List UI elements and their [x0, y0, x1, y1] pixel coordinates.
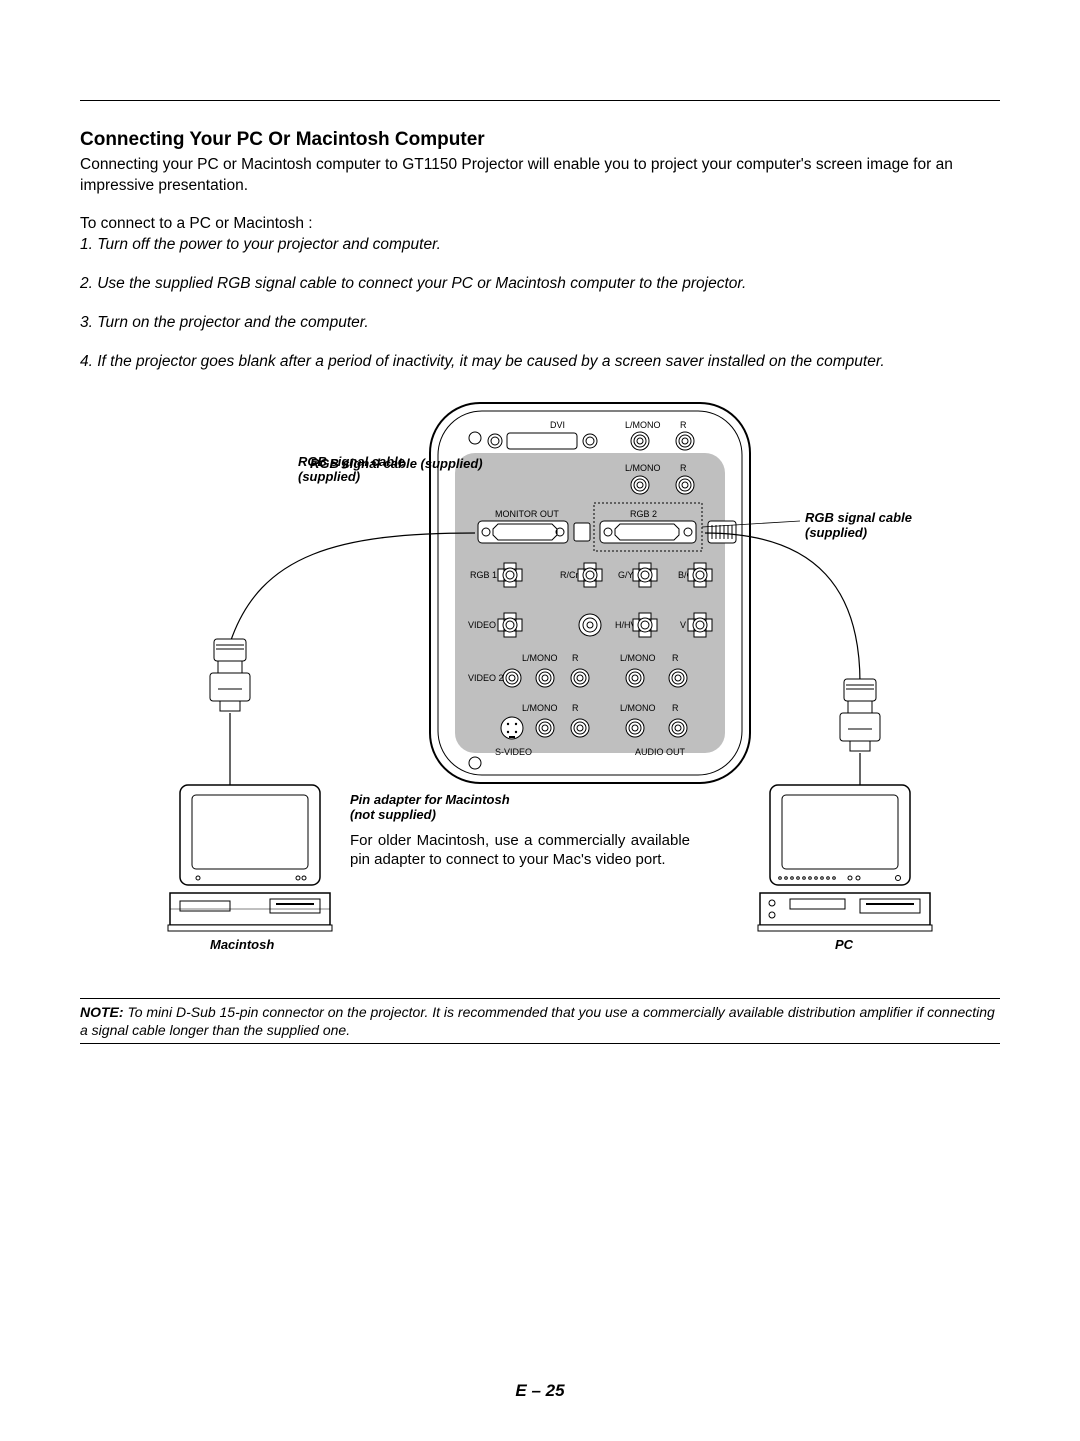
- label-dvi: DVI: [550, 420, 565, 430]
- svg-text:L/MONO: L/MONO: [620, 703, 656, 713]
- step-item: 1. Turn off the power to your projector …: [80, 235, 1000, 256]
- note-block: NOTE: To mini D-Sub 15-pin connector on …: [80, 998, 1000, 1044]
- label-rgb-cable-right: RGB signal cable(supplied): [805, 511, 955, 541]
- svg-text:G/Y: G/Y: [618, 570, 634, 580]
- label-rgb2: RGB 2: [630, 509, 657, 519]
- svg-text:R/Cr: R/Cr: [560, 570, 579, 580]
- label-pc: PC: [835, 937, 854, 952]
- svg-text:V: V: [680, 620, 686, 630]
- monitor-out-port: [478, 521, 568, 543]
- label-macintosh: Macintosh: [210, 937, 274, 952]
- lead-line: To connect to a PC or Macintosh :: [80, 215, 1000, 233]
- label-svideo: S-VIDEO: [495, 747, 532, 757]
- top-rule: [80, 100, 1000, 101]
- label-r: R: [680, 420, 687, 430]
- svg-text:R: R: [680, 463, 687, 473]
- label-monitor-out: MONITOR OUT: [495, 509, 559, 519]
- macintosh-computer-icon: [168, 785, 332, 931]
- svg-text:R: R: [672, 653, 679, 663]
- label-rgb-cable-left-wrap: RGB signal cable(supplied): [298, 455, 438, 485]
- svg-text:R: R: [672, 703, 679, 713]
- page-number: E – 25: [0, 1381, 1080, 1401]
- svg-text:L/MONO: L/MONO: [620, 653, 656, 663]
- svg-text:L/MONO: L/MONO: [625, 463, 661, 473]
- step-item: 3. Turn on the projector and the compute…: [80, 313, 1000, 334]
- note-label: NOTE:: [80, 1004, 124, 1020]
- svg-text:R: R: [572, 703, 579, 713]
- steps-list: 1. Turn off the power to your projector …: [80, 235, 1000, 373]
- svg-text:L/MONO: L/MONO: [522, 653, 558, 663]
- pc-computer-icon: [758, 785, 932, 931]
- section-heading: Connecting Your PC Or Macintosh Computer: [80, 129, 1000, 151]
- intro-paragraph: Connecting your PC or Macintosh computer…: [80, 155, 1000, 197]
- note-text: To mini D-Sub 15-pin connector on the pr…: [80, 1004, 995, 1038]
- pin-adapter-title: Pin adapter for Macintosh(not supplied): [350, 793, 690, 823]
- connection-diagram: DVI L/MONO R L/MONO R MONITOR OUT RGB 2: [80, 393, 1000, 958]
- label-rgb1: RGB 1: [470, 570, 497, 580]
- pin-adapter-body: For older Macintosh, use a commercially …: [350, 830, 690, 869]
- svg-text:L/MONO: L/MONO: [522, 703, 558, 713]
- step-item: 4. If the projector goes blank after a p…: [80, 352, 1000, 373]
- label-video2: VIDEO 2: [468, 673, 504, 683]
- step-item: 2. Use the supplied RGB signal cable to …: [80, 274, 1000, 295]
- label-lmono: L/MONO: [625, 420, 661, 430]
- svg-text:R: R: [572, 653, 579, 663]
- label-audio-out: AUDIO OUT: [635, 747, 686, 757]
